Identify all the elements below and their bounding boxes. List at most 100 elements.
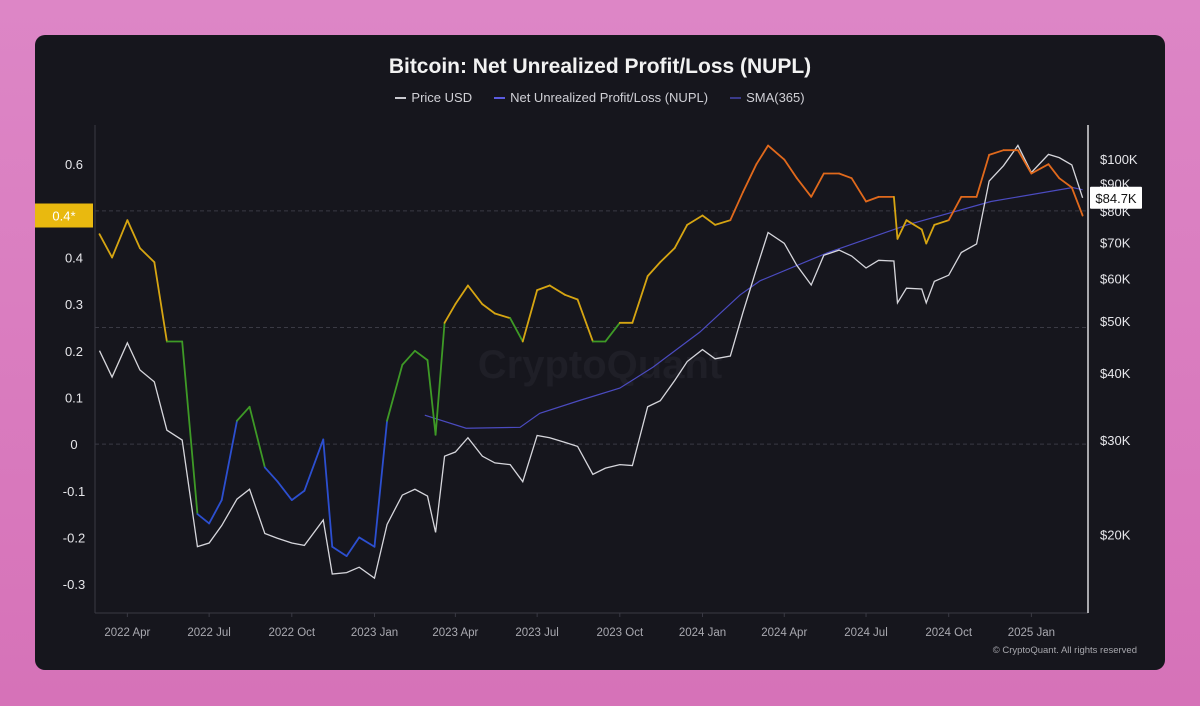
copyright: © CryptoQuant. All rights reserved bbox=[992, 645, 1137, 656]
x-tick-label: 2023 Apr bbox=[432, 627, 478, 639]
nupl-line-segment bbox=[331, 545, 348, 557]
x-tick-label: 2022 Oct bbox=[268, 627, 315, 639]
current-nupl-label: 0.4* bbox=[52, 209, 75, 224]
nupl-line-segment bbox=[659, 247, 676, 264]
left-tick-label: 0 bbox=[70, 437, 77, 452]
nupl-line-segment bbox=[454, 284, 469, 306]
x-tick-label: 2025 Jan bbox=[1008, 627, 1055, 639]
nupl-line-segment bbox=[838, 172, 853, 180]
legend-label: Price USD bbox=[411, 90, 473, 105]
legend-swatch bbox=[494, 96, 506, 99]
nupl-line-segment bbox=[126, 219, 141, 250]
left-tick-label: 0.4 bbox=[65, 250, 83, 265]
nupl-line-segment bbox=[1047, 163, 1061, 180]
nupl-line-segment bbox=[493, 312, 512, 320]
nupl-line-segment bbox=[795, 177, 813, 198]
right-tick-label: $30K bbox=[1100, 433, 1131, 448]
right-tick-label: $50K bbox=[1100, 314, 1131, 329]
nupl-line-segment bbox=[345, 536, 361, 557]
nupl-line-segment bbox=[303, 438, 325, 492]
nupl-line-segment bbox=[865, 195, 880, 203]
legend-item-nupl[interactable]: Net Unrealized Profit/Loss (NUPL) bbox=[494, 90, 708, 105]
nupl-line-segment bbox=[98, 233, 113, 259]
nupl-line-segment bbox=[467, 284, 484, 306]
nupl-line-segment bbox=[181, 340, 199, 515]
nupl-line-segment bbox=[686, 214, 704, 226]
left-tick-label: 0.1 bbox=[65, 390, 83, 405]
nupl-line-segment bbox=[975, 153, 991, 198]
x-tick-label: 2024 Jan bbox=[679, 627, 726, 639]
nupl-line-segment bbox=[386, 363, 404, 422]
nupl-line-segment bbox=[322, 438, 334, 548]
nupl-line-segment bbox=[536, 284, 551, 292]
nupl-line-segment bbox=[714, 219, 732, 226]
nupl-line-segment bbox=[373, 419, 388, 548]
nupl-line-segment bbox=[1017, 149, 1033, 175]
nupl-line-segment bbox=[896, 219, 908, 240]
nupl-line-segment bbox=[933, 219, 950, 226]
current-nupl-badge bbox=[35, 203, 93, 228]
x-tick-label: 2023 Oct bbox=[596, 627, 643, 639]
left-tick-label: 0.3 bbox=[65, 297, 83, 312]
right-tick-label: $40K bbox=[1100, 366, 1131, 381]
nupl-line-segment bbox=[1058, 177, 1073, 189]
nupl-line-segment bbox=[892, 195, 899, 240]
chart-title: Bitcoin: Net Unrealized Profit/Loss (NUP… bbox=[388, 55, 812, 78]
nupl-line-segment bbox=[401, 349, 416, 366]
nupl-line-segment bbox=[153, 261, 168, 343]
nupl-line-segment bbox=[729, 191, 744, 222]
x-tick-label: 2024 Oct bbox=[925, 627, 972, 639]
nupl-line-segment bbox=[414, 349, 429, 362]
right-tick-label: $20K bbox=[1100, 528, 1131, 543]
nupl-line-segment bbox=[481, 303, 496, 315]
current-price-label: $84.7K bbox=[1095, 191, 1137, 206]
nupl-line-segment bbox=[947, 195, 963, 222]
nupl-line-segment bbox=[783, 158, 798, 180]
nupl-line-segment bbox=[920, 228, 928, 245]
nupl-line-segment bbox=[139, 247, 156, 264]
x-tick-label: 2023 Jul bbox=[515, 627, 558, 639]
x-tick-label: 2024 Apr bbox=[761, 627, 807, 639]
nupl-line-segment bbox=[1070, 186, 1084, 217]
nupl-line-segment bbox=[208, 499, 223, 525]
legend-item-price[interactable]: Price USD bbox=[395, 90, 472, 105]
watermark: CryptoQuant bbox=[478, 343, 722, 387]
nupl-line-segment bbox=[426, 359, 437, 436]
legend-item-sma[interactable]: SMA(365) bbox=[730, 90, 805, 105]
nupl-line-segment bbox=[810, 172, 825, 198]
current-price-badge bbox=[1090, 186, 1142, 209]
nupl-line-segment bbox=[548, 284, 566, 296]
nupl-line-segment bbox=[742, 163, 758, 194]
nupl-line-segment bbox=[755, 144, 769, 166]
nupl-line-segment bbox=[701, 214, 716, 226]
nupl-line-segment bbox=[646, 261, 662, 278]
left-tick-label: 0.2 bbox=[65, 344, 83, 359]
nupl-line-segment bbox=[111, 219, 129, 259]
nupl-line-segment bbox=[196, 513, 211, 525]
nupl-line-segment bbox=[564, 293, 579, 301]
x-tick-label: 2022 Apr bbox=[104, 627, 150, 639]
nupl-line-segment bbox=[521, 289, 539, 343]
x-tick-label: 2023 Jan bbox=[351, 627, 398, 639]
nupl-line-segment bbox=[248, 405, 266, 469]
nupl-line-segment bbox=[236, 405, 251, 422]
price-usd-line bbox=[98, 144, 1084, 580]
nupl-line-segment bbox=[988, 149, 1005, 156]
nupl-line-segment bbox=[767, 144, 786, 161]
nupl-line-segment bbox=[443, 303, 457, 324]
nupl-line-segment bbox=[290, 489, 306, 501]
nupl-line-segment bbox=[576, 298, 594, 343]
legend-label: SMA(365) bbox=[746, 90, 805, 105]
nupl-line-segment bbox=[220, 419, 238, 501]
left-tick-label: 0.6 bbox=[65, 157, 83, 172]
x-tick-label: 2024 Jul bbox=[844, 627, 887, 639]
nupl-line-segment bbox=[263, 466, 279, 483]
nupl-line-segment bbox=[925, 223, 936, 245]
left-tick-label: -0.2 bbox=[63, 530, 85, 545]
nupl-line-segment bbox=[673, 223, 689, 250]
left-tick-label: -0.3 bbox=[63, 577, 85, 592]
nupl-line-segment bbox=[1030, 163, 1050, 175]
sma-365-line bbox=[424, 186, 1083, 429]
legend-swatch bbox=[730, 96, 742, 99]
right-tick-label: $70K bbox=[1100, 235, 1131, 250]
